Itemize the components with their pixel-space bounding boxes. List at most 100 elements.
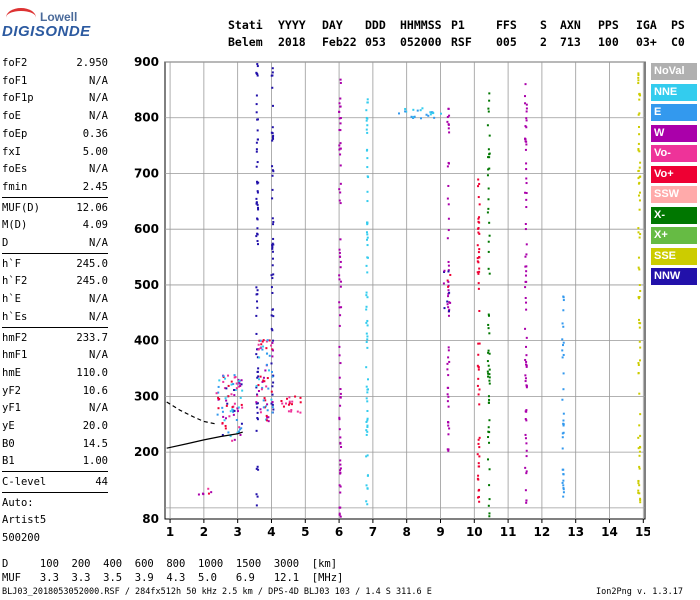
y-tick-label: 900 [134, 55, 159, 69]
echo-point [233, 389, 236, 392]
param-name: yF2 [2, 384, 21, 397]
echo-point [231, 439, 234, 442]
echo-point [638, 150, 641, 153]
param-name: hmE [2, 366, 21, 379]
echo-point [255, 71, 258, 74]
echo-point [256, 306, 259, 309]
echo-point [217, 385, 220, 388]
echo-point [487, 168, 490, 171]
echo-point [257, 367, 260, 370]
echo-point [264, 418, 267, 421]
echo-point [637, 194, 640, 197]
echo-point [256, 394, 259, 397]
header-label-s: S [540, 18, 547, 32]
echo-point [270, 327, 273, 330]
echo-point [447, 421, 450, 424]
echo-point [525, 470, 528, 473]
echo-point [338, 416, 341, 419]
param-value: 5.00 [82, 145, 108, 158]
header-label-iga: IGA [636, 18, 657, 32]
param-value: 0.36 [82, 127, 108, 140]
echo-point [639, 233, 642, 236]
echo-point [235, 382, 238, 385]
echo-point [338, 128, 341, 131]
auto-line2: Artist5 [2, 514, 47, 527]
echo-point [524, 265, 527, 268]
param-value: 4.09 [82, 219, 108, 232]
echo-point [230, 393, 233, 396]
echo-point [562, 484, 565, 487]
echo-point [637, 79, 640, 82]
echo-point [637, 231, 640, 234]
echo-point [488, 156, 491, 159]
echo-point [447, 264, 450, 267]
echo-point [207, 492, 210, 495]
echo-point [241, 406, 244, 409]
echo-point [266, 339, 269, 342]
echo-point [272, 243, 275, 246]
echo-point [260, 343, 263, 346]
echo-point [262, 379, 265, 382]
echo-point [478, 309, 481, 312]
echo-point [258, 356, 261, 359]
echo-point [477, 366, 480, 369]
echo-point [446, 279, 449, 282]
echo-point [237, 378, 240, 381]
echo-point [339, 255, 342, 258]
echo-point [256, 393, 259, 396]
echo-point [524, 274, 527, 277]
echo-point [446, 400, 449, 403]
echo-point [237, 430, 240, 433]
echo-point [261, 348, 264, 351]
echo-point [638, 284, 641, 287]
legend-item-voplus: Vo+ [651, 165, 697, 183]
echo-point [447, 292, 450, 295]
echo-point [221, 433, 224, 436]
echo-point [222, 380, 225, 383]
echo-point [271, 250, 274, 253]
param-a-0: foF2 2.950 [2, 57, 108, 71]
echo-point [562, 495, 565, 498]
echo-point [447, 217, 450, 220]
echo-point [639, 94, 642, 97]
echo-point [638, 98, 641, 101]
param-a-2: foF1p N/A [2, 92, 108, 106]
echo-point [637, 491, 640, 494]
echo-point [525, 336, 528, 339]
echo-point [404, 107, 407, 110]
echo-point [433, 116, 436, 119]
echo-point [240, 422, 243, 425]
echo-point [487, 504, 490, 507]
echo-point [296, 410, 299, 413]
echo-point [257, 181, 260, 184]
echo-point [270, 286, 273, 289]
echo-point [267, 387, 270, 390]
echo-point [525, 143, 528, 146]
echo-point [256, 406, 259, 409]
echo-point [294, 395, 297, 398]
echo-point [639, 346, 642, 349]
echo-point [638, 236, 641, 239]
echo-point [487, 250, 490, 253]
echo-point [233, 374, 236, 377]
param-name: foF1 [2, 74, 28, 87]
logo-top-text: Lowell [40, 10, 78, 24]
echo-point [413, 115, 416, 118]
echo-point [222, 375, 225, 378]
param-b-2: D N/A [2, 237, 108, 251]
echo-point [442, 282, 445, 285]
echo-point [257, 468, 260, 471]
echo-point [271, 246, 274, 249]
echo-point [524, 327, 527, 330]
echo-point [366, 346, 369, 349]
echo-point [233, 438, 236, 441]
echo-point [262, 399, 265, 402]
echo-point [339, 202, 342, 205]
x-tick-label: 13 [567, 525, 584, 539]
echo-point [338, 248, 341, 251]
echo-point [339, 238, 342, 241]
echo-point [562, 491, 565, 494]
echo-point [525, 182, 528, 185]
echo-point [637, 436, 640, 439]
echo-point [338, 512, 341, 515]
